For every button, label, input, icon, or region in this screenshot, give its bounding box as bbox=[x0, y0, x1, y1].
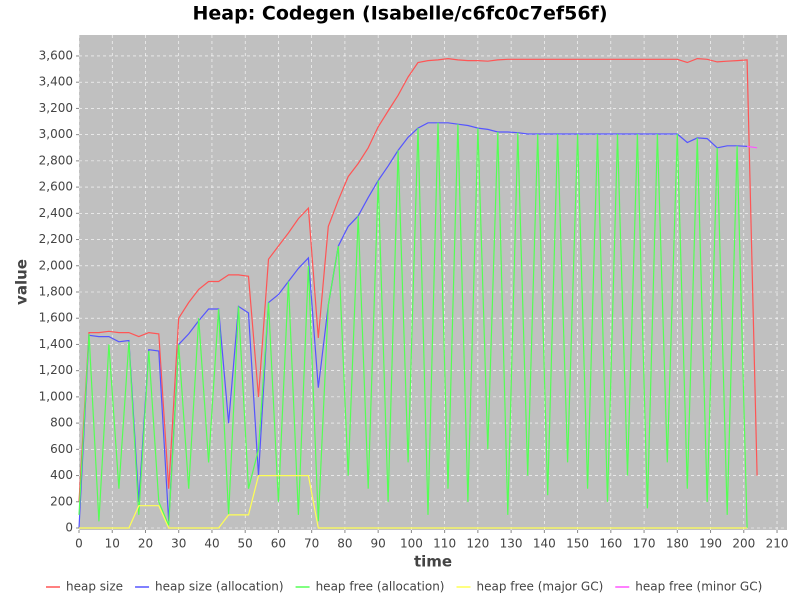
y-tick-label: 1,800 bbox=[39, 284, 73, 298]
legend-label: heap free (major GC) bbox=[477, 580, 604, 594]
x-tick-label: 190 bbox=[699, 537, 722, 551]
x-tick-label: 170 bbox=[633, 537, 656, 551]
y-tick-label: 2,400 bbox=[39, 206, 73, 220]
x-tick-label: 10 bbox=[105, 537, 120, 551]
y-tick-label: 1,200 bbox=[39, 363, 73, 377]
x-tick-label: 50 bbox=[238, 537, 253, 551]
y-tick-label: 400 bbox=[50, 468, 73, 482]
y-tick-label: 3,400 bbox=[39, 75, 73, 89]
y-axis-label: value bbox=[13, 259, 31, 305]
series-line bbox=[79, 475, 748, 529]
y-tick-label: 2,600 bbox=[39, 180, 73, 194]
x-tick-label: 180 bbox=[666, 537, 689, 551]
y-tick-label: 1,400 bbox=[39, 337, 73, 351]
x-tick-label: 80 bbox=[337, 537, 352, 551]
x-tick-label: 200 bbox=[732, 537, 755, 551]
series-line bbox=[78, 57, 758, 502]
x-tick-label: 70 bbox=[304, 537, 319, 551]
y-tick-label: 3,200 bbox=[39, 101, 73, 115]
x-tick-label: 210 bbox=[766, 537, 789, 551]
legend-label: heap free (allocation) bbox=[316, 580, 445, 594]
chart-title: Heap: Codegen (Isabelle/c6fc0c7ef56f) bbox=[192, 3, 607, 25]
x-tick-label: 40 bbox=[204, 537, 219, 551]
x-tick-label: 160 bbox=[599, 537, 622, 551]
x-tick-label: 110 bbox=[433, 537, 456, 551]
series-line bbox=[78, 122, 748, 529]
legend-label: heap size bbox=[66, 580, 123, 594]
y-tick-label: 3,000 bbox=[39, 127, 73, 141]
y-tick-label: 3,600 bbox=[39, 48, 73, 62]
x-tick-label: 140 bbox=[533, 537, 556, 551]
x-tick-label: 0 bbox=[75, 537, 83, 551]
x-tick-label: 60 bbox=[271, 537, 286, 551]
series-line bbox=[747, 145, 758, 149]
y-tick-label: 2,800 bbox=[39, 153, 73, 167]
x-tick-label: 120 bbox=[466, 537, 489, 551]
x-tick-label: 100 bbox=[400, 537, 423, 551]
y-tick-label: 1,600 bbox=[39, 311, 73, 325]
x-tick-label: 150 bbox=[566, 537, 589, 551]
legend-label: heap free (minor GC) bbox=[635, 580, 762, 594]
y-tick-label: 0 bbox=[65, 521, 73, 535]
y-tick-label: 2,200 bbox=[39, 232, 73, 246]
x-tick-label: 130 bbox=[500, 537, 523, 551]
x-tick-label: 90 bbox=[371, 537, 386, 551]
y-tick-label: 600 bbox=[50, 442, 73, 456]
plot-area bbox=[79, 35, 787, 530]
y-tick-label: 800 bbox=[50, 416, 73, 430]
legend-label: heap size (allocation) bbox=[155, 580, 284, 594]
x-tick-label: 20 bbox=[138, 537, 153, 551]
y-tick-label: 1,000 bbox=[39, 389, 73, 403]
y-tick-label: 2,000 bbox=[39, 258, 73, 272]
x-axis-label: time bbox=[414, 553, 452, 571]
series-line bbox=[78, 122, 748, 529]
y-tick-label: 200 bbox=[50, 494, 73, 508]
x-tick-label: 30 bbox=[171, 537, 186, 551]
